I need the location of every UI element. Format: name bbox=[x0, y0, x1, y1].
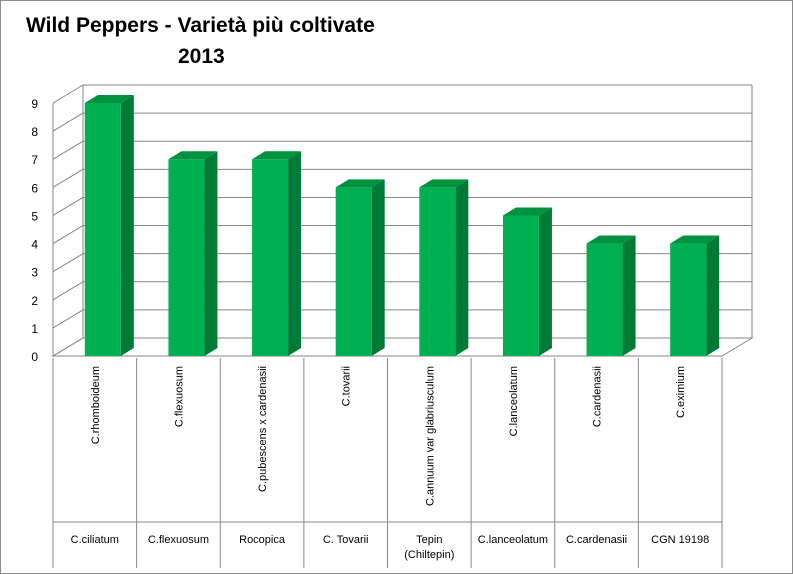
secondary-category-label: C.ciliatum bbox=[71, 534, 119, 546]
bar-top bbox=[84, 95, 134, 103]
gridline-side bbox=[52, 84, 84, 104]
x-tick-label: C.flexuosum bbox=[173, 366, 185, 427]
bar-side bbox=[288, 151, 302, 356]
x-tick-label: C.annuum var glabriusculum bbox=[424, 366, 436, 506]
y-tick-label: 9 bbox=[31, 97, 38, 111]
bar-top bbox=[502, 207, 552, 216]
bar-side bbox=[538, 207, 552, 356]
gridline-side bbox=[52, 253, 84, 273]
bar bbox=[84, 103, 121, 356]
bar bbox=[168, 159, 205, 356]
bar bbox=[335, 187, 372, 356]
secondary-category-label: (Chiltepin) bbox=[404, 549, 454, 561]
y-tick-label: 4 bbox=[31, 238, 38, 252]
gridline-side bbox=[52, 112, 84, 132]
bar-top bbox=[335, 179, 385, 188]
bar bbox=[670, 243, 707, 356]
secondary-category-label: Tepin bbox=[416, 534, 442, 546]
secondary-category-label: CGN 19198 bbox=[651, 534, 709, 546]
chart-title: Wild Peppers - Varietà più coltivate bbox=[26, 14, 375, 37]
secondary-category-label: C.cardenasii bbox=[566, 534, 627, 546]
bar-side bbox=[120, 95, 134, 356]
y-tick-label: 6 bbox=[31, 181, 38, 195]
bar bbox=[586, 243, 623, 356]
chart-subtitle-year: 2013 bbox=[178, 45, 225, 68]
bar-side bbox=[455, 179, 469, 356]
secondary-category-label: C. Tovarii bbox=[323, 534, 369, 546]
y-tick-label: 8 bbox=[31, 125, 38, 139]
bar-top bbox=[168, 151, 218, 160]
y-tick-label: 1 bbox=[31, 322, 38, 336]
secondary-category-label: C.flexuosum bbox=[148, 534, 209, 546]
x-tick-label: C.pubescens x cardenasii bbox=[257, 366, 269, 492]
y-tick-label: 0 bbox=[31, 350, 38, 364]
x-tick-label: C.cardenasii bbox=[592, 366, 604, 427]
gridline-side bbox=[52, 309, 84, 329]
y-tick-label: 7 bbox=[31, 153, 38, 167]
bar-top bbox=[252, 151, 302, 160]
x-tick-label: C.tovarii bbox=[341, 366, 353, 406]
bar-side bbox=[706, 235, 720, 356]
bar-top bbox=[419, 179, 469, 188]
gridline-side bbox=[52, 281, 84, 301]
bar-side bbox=[204, 151, 218, 356]
gridline-side bbox=[52, 225, 84, 244]
bar-top bbox=[670, 235, 720, 244]
x-tick-label: C.eximium bbox=[675, 366, 687, 418]
bar bbox=[502, 215, 539, 356]
y-tick-label: 5 bbox=[31, 209, 38, 223]
bar-top bbox=[586, 235, 636, 244]
chart-floor bbox=[51, 337, 754, 357]
bar-side bbox=[622, 235, 636, 356]
secondary-category-label: Rocopica bbox=[239, 534, 286, 546]
bar bbox=[252, 159, 289, 356]
gridline-side bbox=[52, 168, 84, 188]
y-tick-label: 2 bbox=[31, 294, 38, 308]
secondary-category-label: C.lanceolatum bbox=[478, 534, 548, 546]
bar bbox=[419, 187, 456, 356]
x-tick-label: C.lanceolatum bbox=[508, 366, 520, 436]
gridline-side bbox=[52, 140, 84, 160]
y-tick-label: 3 bbox=[31, 266, 38, 280]
bar-side bbox=[371, 179, 385, 356]
x-tick-label: C.rhomboideum bbox=[90, 366, 102, 444]
gridline-side bbox=[52, 197, 84, 216]
